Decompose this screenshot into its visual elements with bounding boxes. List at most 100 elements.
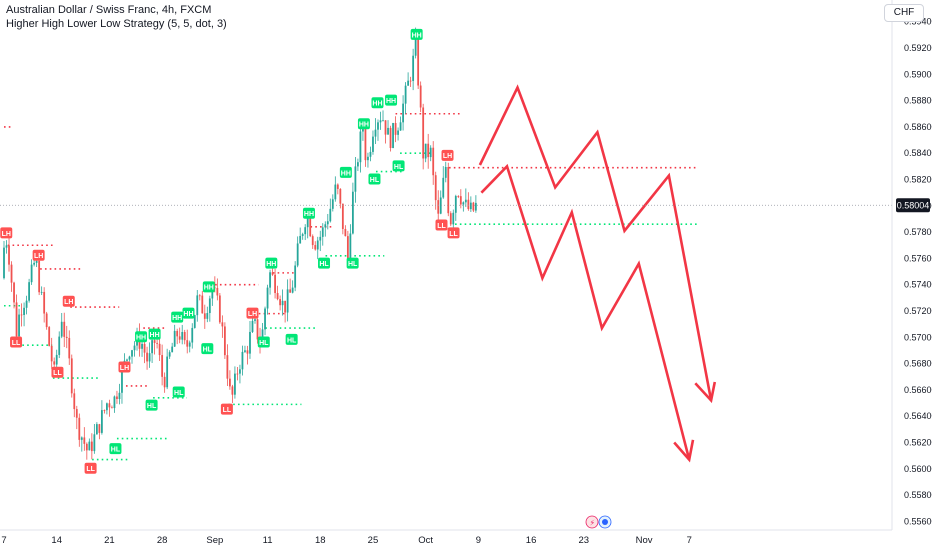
pivot-label-text: HL bbox=[111, 446, 121, 453]
pivot-label-box bbox=[109, 443, 122, 455]
candle-body bbox=[73, 393, 76, 410]
candle-body bbox=[83, 437, 86, 444]
candle-body bbox=[314, 245, 317, 250]
candle-body bbox=[111, 407, 113, 409]
candle-body bbox=[30, 264, 33, 283]
candle-body bbox=[176, 330, 179, 337]
symbol-title[interactable]: Australian Dollar / Swiss Franc, 4h, FXC… bbox=[6, 4, 212, 16]
pivot-label-hh: HH bbox=[339, 166, 352, 178]
pivot-label-text: HL bbox=[287, 337, 297, 344]
pivot-label-text: HH bbox=[386, 98, 396, 105]
candle-body bbox=[306, 216, 309, 228]
candle-body bbox=[211, 287, 214, 299]
candle-body bbox=[331, 199, 334, 209]
time-axis[interactable]: 7 14 21 28 Sep 11 18 25 Oct 9 16 23 Nov 7 bbox=[0, 529, 892, 546]
pivot-label-box bbox=[385, 94, 398, 106]
candle-body bbox=[103, 410, 106, 411]
pivot-label-text: HL bbox=[348, 261, 358, 268]
indicator-icons[interactable]: ⚡ bbox=[585, 515, 612, 529]
pivot-label-box bbox=[171, 311, 184, 323]
candle-body bbox=[422, 107, 425, 159]
candle-body bbox=[289, 289, 292, 293]
candle-body bbox=[442, 177, 445, 198]
candle-body bbox=[153, 340, 156, 343]
candle-body bbox=[377, 122, 379, 130]
time-tick-label: 9 bbox=[476, 535, 481, 546]
pivot-label-hh: HH bbox=[357, 118, 370, 130]
candle-body bbox=[118, 392, 121, 400]
pivot-label-text: LL bbox=[12, 340, 21, 347]
candle-body bbox=[316, 240, 319, 250]
candle-body bbox=[469, 202, 472, 210]
indicator-title[interactable]: Higher High Lower Low Strategy (5, 5, do… bbox=[6, 18, 227, 30]
candle-body bbox=[341, 203, 344, 229]
candle-body bbox=[163, 376, 166, 388]
pivot-label-text: HH bbox=[183, 311, 193, 318]
candle-body bbox=[128, 356, 131, 360]
pivot-label-hh: HH bbox=[182, 307, 195, 319]
pivot-label-box bbox=[148, 328, 161, 340]
candle-body bbox=[20, 314, 23, 316]
time-tick-label: 11 bbox=[263, 535, 273, 546]
candle-body bbox=[324, 224, 327, 228]
pivot-label-box bbox=[118, 361, 131, 373]
candle-body bbox=[429, 147, 432, 158]
pivot-label-box bbox=[10, 336, 23, 348]
pivot-label-box bbox=[135, 331, 148, 343]
candle-body bbox=[474, 202, 477, 211]
candle-body bbox=[213, 287, 216, 289]
pivot-label-ll: LL bbox=[435, 219, 448, 231]
pivot-label-ll: LL bbox=[10, 336, 23, 348]
price-axis[interactable]: 0.594000.592000.590000.588000.586000.584… bbox=[891, 0, 932, 530]
candle-body bbox=[271, 272, 274, 275]
candle-body bbox=[60, 321, 63, 337]
time-tick-label: 21 bbox=[104, 535, 115, 546]
candle-body bbox=[344, 228, 347, 237]
candle-body bbox=[126, 359, 128, 361]
projection-arrowhead bbox=[694, 381, 717, 404]
candle-body bbox=[251, 320, 254, 332]
candle-body bbox=[85, 443, 88, 451]
candle-body bbox=[372, 136, 374, 152]
candles-layer bbox=[3, 27, 477, 460]
pivot-label-box bbox=[0, 227, 13, 239]
candle-body bbox=[18, 314, 20, 337]
candle-body bbox=[198, 295, 201, 297]
time-tick-label: 28 bbox=[157, 535, 168, 546]
candle-body bbox=[291, 287, 294, 293]
candle-body bbox=[382, 120, 384, 122]
candle-body bbox=[304, 227, 307, 235]
pivot-label-box bbox=[346, 257, 359, 269]
candle-body bbox=[369, 151, 372, 157]
pivot-label-text: HH bbox=[412, 32, 422, 39]
pivot-label-hh: HH bbox=[135, 331, 148, 343]
candle-body bbox=[148, 353, 151, 362]
candle-body bbox=[452, 212, 455, 225]
currency-selector[interactable]: CHF bbox=[884, 4, 924, 22]
pivot-label-lh: LH bbox=[32, 249, 45, 261]
candle-body bbox=[444, 166, 447, 178]
time-tick-label: 7 bbox=[687, 535, 692, 546]
flash-event-icon bbox=[585, 515, 599, 529]
candle-body bbox=[281, 300, 284, 306]
candle-body bbox=[88, 441, 91, 451]
candle-body bbox=[90, 441, 93, 452]
pivot-label-box bbox=[257, 336, 270, 348]
pivot-label-lh: LH bbox=[441, 149, 454, 161]
pivot-label-text: HH bbox=[341, 170, 351, 177]
candle-body bbox=[419, 85, 422, 108]
candle-body bbox=[15, 302, 18, 337]
pivot-label-text: LH bbox=[248, 311, 257, 318]
candle-body bbox=[70, 358, 73, 394]
candle-body bbox=[156, 342, 159, 344]
candle-body bbox=[301, 234, 304, 236]
candle-body bbox=[417, 38, 420, 86]
candle-body bbox=[23, 307, 25, 315]
